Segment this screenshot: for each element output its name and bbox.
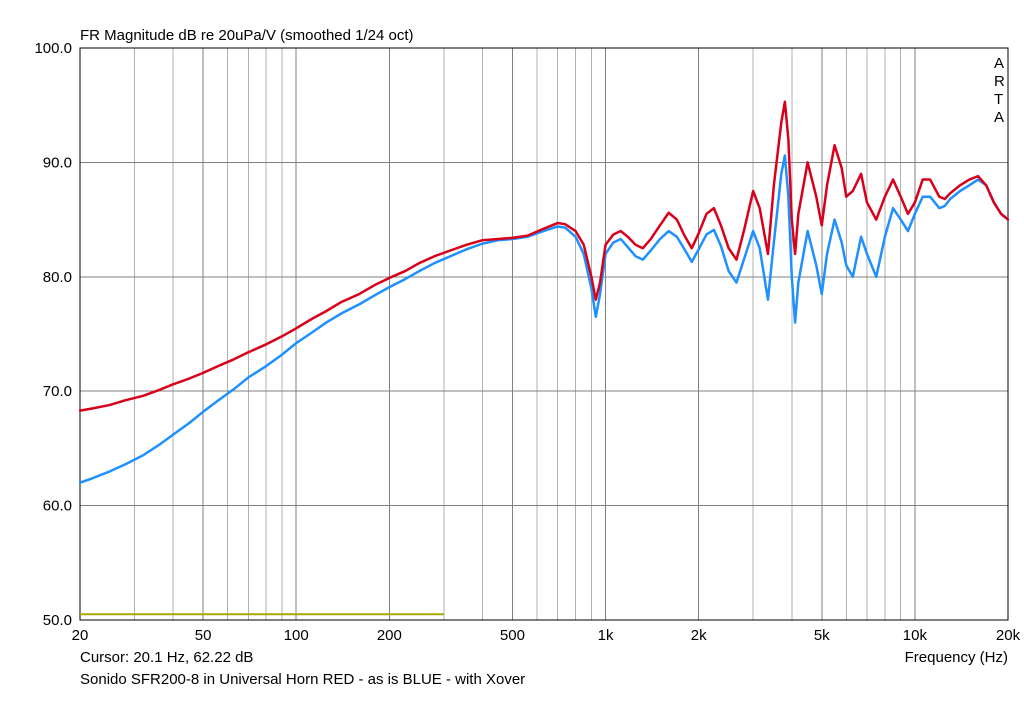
arta-label-letter: R	[994, 73, 1005, 90]
cursor-readout: Cursor: 20.1 Hz, 62.22 dB	[80, 649, 253, 666]
chart-title: FR Magnitude dB re 20uPa/V (smoothed 1/2…	[80, 27, 414, 44]
xtick-label: 5k	[814, 627, 830, 644]
ytick-label: 60.0	[43, 498, 72, 515]
xtick-label: 500	[500, 627, 525, 644]
x-axis-label: Frequency (Hz)	[905, 649, 1008, 666]
xtick-label: 1k	[598, 627, 614, 644]
arta-label-letter: A	[994, 55, 1004, 72]
xtick-label: 100	[284, 627, 309, 644]
chart-description: Sonido SFR200-8 in Universal Horn RED - …	[80, 671, 525, 688]
xtick-label: 10k	[903, 627, 928, 644]
ytick-label: 50.0	[43, 612, 72, 629]
xtick-label: 200	[377, 627, 402, 644]
arta-label-letter: A	[994, 109, 1004, 126]
ytick-label: 90.0	[43, 154, 72, 171]
xtick-label: 20k	[996, 627, 1021, 644]
xtick-label: 2k	[691, 627, 707, 644]
xtick-label: 50	[195, 627, 212, 644]
fr-magnitude-chart: 50.0 60.0 70.0 80.0 90.0 100.0 20 50 100 200 500 1k…	[0, 0, 1024, 705]
xtick-label: 20	[72, 627, 89, 644]
ytick-label: 80.0	[43, 269, 72, 286]
ytick-label: 70.0	[43, 383, 72, 400]
arta-label-letter: T	[994, 91, 1003, 108]
ytick-label: 100.0	[34, 40, 72, 57]
